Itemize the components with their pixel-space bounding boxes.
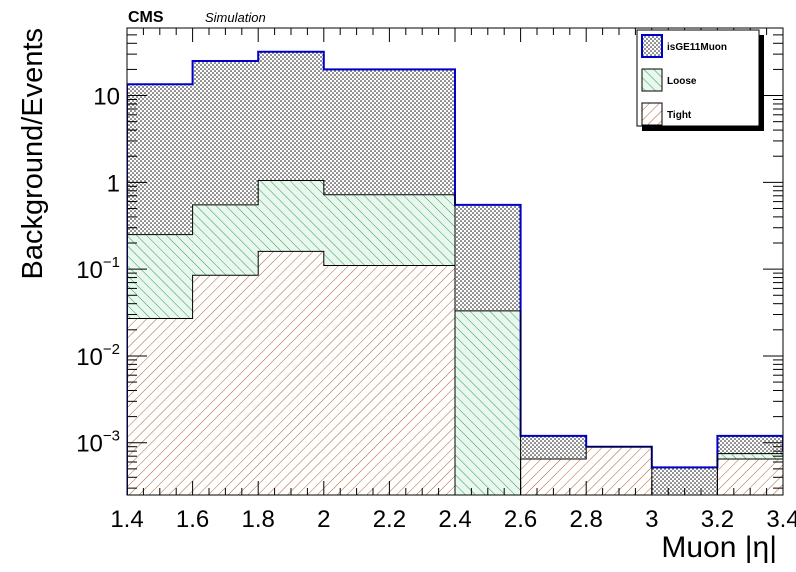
series-outline-tight [127, 250, 783, 495]
y-axis: 10−3 10−2 10−1 1 10 [76, 27, 783, 489]
x-tick-label: 3.4 [766, 506, 796, 533]
legend-label-tight: Tight [667, 110, 692, 121]
bar-tight-2 [258, 251, 324, 495]
y-tick-label: 10−2 [76, 341, 120, 371]
x-tick-label: 2.2 [373, 506, 406, 533]
bar-tight-4 [389, 265, 455, 495]
y-tick-label: 10 [93, 84, 120, 111]
x-tick-label: 3.2 [701, 506, 734, 533]
simulation-label: Simulation [205, 10, 266, 25]
x-tick-label: 2.8 [570, 506, 603, 533]
x-tick-label: 1.6 [176, 506, 209, 533]
legend-swatch-isge11muon [641, 34, 663, 58]
x-tick-label: 2.6 [504, 506, 537, 533]
x-tick-label: 1.8 [242, 506, 275, 533]
bar-tight-3 [323, 265, 390, 495]
x-tick-label: 1.4 [110, 506, 143, 533]
x-tick-label: 2 [317, 506, 330, 533]
bar-loose-5 [455, 310, 521, 495]
x-tick-label: 3 [645, 506, 658, 533]
x-tick-label: 2.4 [438, 506, 471, 533]
bar-tight-7 [586, 446, 652, 495]
y-tick-label: 10−1 [76, 254, 120, 284]
legend-swatch-loose [641, 68, 663, 92]
x-axis: 1.4 1.6 1.8 2 2.2 2.4 2.6 2.8 3 3.2 3.4 [110, 28, 796, 533]
series-outline-loose [127, 180, 783, 495]
legend-label-loose: Loose [667, 76, 697, 87]
bar-tight-1 [192, 275, 259, 495]
y-axis-title: Background/Events [17, 28, 49, 279]
x-axis-title: Muon |η| [661, 531, 777, 564]
y-tick-label: 10−3 [76, 428, 120, 458]
y-tick-label: 1 [107, 170, 120, 197]
histogram-bars [127, 51, 783, 495]
histogram-outlines [127, 50, 783, 495]
bar-tight-0 [127, 318, 193, 495]
cms-label: CMS [128, 9, 164, 26]
legend: isGE11Muon Loose Tight [636, 29, 764, 131]
legend-label-isge11muon: isGE11Muon [667, 42, 727, 53]
legend-swatch-tight [641, 102, 663, 126]
